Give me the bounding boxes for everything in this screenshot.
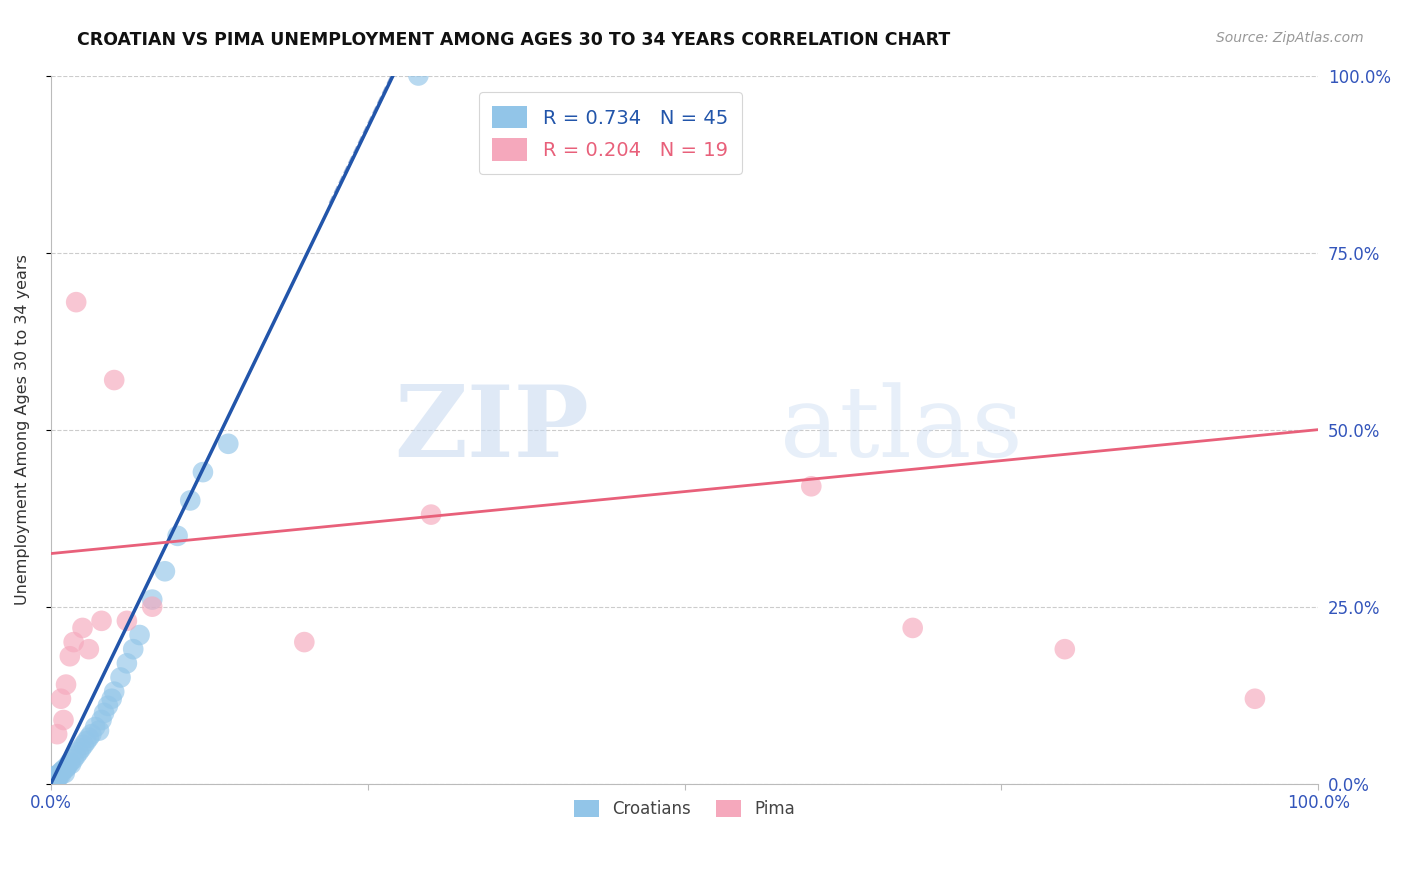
Point — [72, 621, 94, 635]
Point — [44, 772, 66, 787]
Point — [62, 635, 84, 649]
Point — [46, 727, 69, 741]
Text: ZIP: ZIP — [395, 381, 589, 478]
Point — [90, 614, 112, 628]
Text: atlas: atlas — [779, 382, 1022, 477]
Point — [179, 493, 201, 508]
Point — [48, 766, 70, 780]
Point — [62, 752, 84, 766]
Point — [55, 677, 77, 691]
Point — [46, 768, 69, 782]
Point — [420, 508, 443, 522]
Point — [103, 684, 125, 698]
Point — [84, 720, 107, 734]
Point — [44, 770, 66, 784]
Point — [166, 529, 188, 543]
Point — [48, 770, 70, 784]
Point — [77, 731, 100, 745]
Point — [65, 295, 87, 310]
Point — [49, 767, 72, 781]
Point — [80, 727, 103, 741]
Point — [901, 621, 924, 635]
Point — [51, 764, 73, 778]
Point — [800, 479, 823, 493]
Point — [67, 745, 90, 759]
Point — [97, 698, 120, 713]
Text: Source: ZipAtlas.com: Source: ZipAtlas.com — [1216, 31, 1364, 45]
Point — [1053, 642, 1076, 657]
Point — [73, 738, 96, 752]
Point — [42, 771, 65, 785]
Point — [53, 766, 76, 780]
Point — [100, 691, 122, 706]
Point — [122, 642, 145, 657]
Point — [60, 756, 83, 771]
Point — [41, 773, 63, 788]
Text: CROATIAN VS PIMA UNEMPLOYMENT AMONG AGES 30 TO 34 YEARS CORRELATION CHART: CROATIAN VS PIMA UNEMPLOYMENT AMONG AGES… — [77, 31, 950, 49]
Point — [56, 759, 79, 773]
Legend: Croatians, Pima: Croatians, Pima — [567, 794, 801, 825]
Point — [128, 628, 150, 642]
Point — [77, 642, 100, 657]
Point — [93, 706, 115, 720]
Point — [45, 773, 67, 788]
Point — [110, 671, 132, 685]
Point — [70, 741, 93, 756]
Y-axis label: Unemployment Among Ages 30 to 34 years: Unemployment Among Ages 30 to 34 years — [15, 254, 30, 605]
Point — [41, 770, 63, 784]
Point — [408, 69, 430, 83]
Point — [75, 734, 97, 748]
Point — [191, 465, 214, 479]
Point — [217, 437, 239, 451]
Point — [141, 599, 163, 614]
Point — [52, 763, 75, 777]
Point — [1244, 691, 1267, 706]
Point — [65, 748, 87, 763]
Point — [103, 373, 125, 387]
Point — [59, 649, 82, 664]
Point — [49, 691, 72, 706]
Point — [59, 756, 82, 770]
Point — [141, 592, 163, 607]
Point — [46, 772, 69, 786]
Point — [153, 564, 176, 578]
Point — [52, 713, 75, 727]
Point — [90, 713, 112, 727]
Point — [42, 774, 65, 789]
Point — [115, 657, 138, 671]
Point — [55, 761, 77, 775]
Point — [115, 614, 138, 628]
Point — [292, 635, 315, 649]
Point — [87, 723, 110, 738]
